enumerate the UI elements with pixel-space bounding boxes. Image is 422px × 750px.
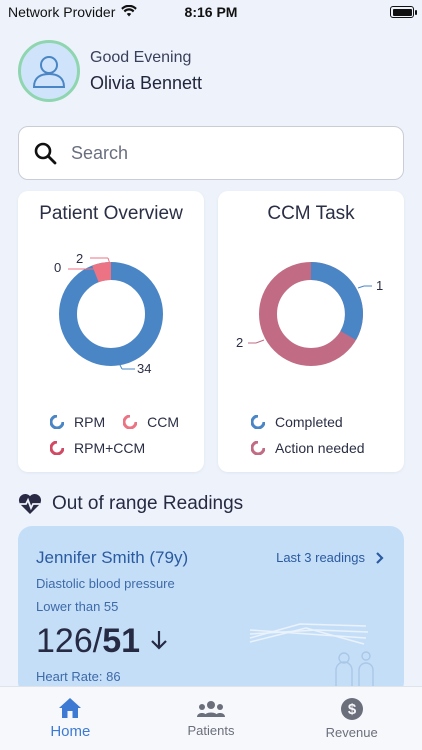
search-input[interactable]: Search: [18, 126, 404, 180]
rpm-ccm-legend-icon: [50, 441, 64, 455]
bottom-tab-bar: Home Patients $ Revenue: [0, 686, 422, 750]
search-icon: [34, 142, 57, 165]
ccm-task-donut: 1 2: [236, 262, 383, 366]
avatar[interactable]: [18, 40, 80, 102]
patients-icon: [197, 701, 225, 717]
arrow-down-icon: [151, 631, 167, 650]
patient-overview-card[interactable]: Patient Overview 2 0 34 RPM CCM RPM+CC: [18, 191, 204, 472]
rpm-legend-icon: [50, 415, 64, 429]
search-placeholder: Search: [71, 142, 129, 163]
battery-icon: [390, 6, 417, 18]
legend-rpm-ccm[interactable]: RPM+CCM: [50, 440, 145, 456]
tab-patients-label: Patients: [187, 723, 235, 738]
status-time: 8:16 PM: [184, 4, 238, 20]
home-icon: [59, 698, 82, 718]
patient-overview-title: Patient Overview: [39, 203, 183, 224]
legend-rpm[interactable]: RPM: [50, 414, 105, 430]
patient-overview-donut: 2 0 34: [54, 251, 163, 376]
svg-text:$: $: [348, 701, 357, 718]
donut-label-rpm: 34: [137, 361, 151, 376]
metric-name: Diastolic blood pressure: [36, 576, 175, 591]
legend-action-needed-label: Action needed: [275, 440, 365, 456]
tab-revenue-label: Revenue: [325, 725, 378, 740]
user-profile[interactable]: Good Evening Olivia Bennett: [18, 40, 202, 102]
heart-rate-text: Heart Rate: 86: [36, 669, 121, 684]
dollar-icon: $: [340, 698, 363, 720]
chevron-right-icon: [376, 551, 384, 564]
threshold-text: Lower than 55: [36, 599, 119, 614]
legend-rpm-ccm-label: RPM+CCM: [74, 440, 146, 456]
action-needed-legend-icon: [251, 441, 265, 455]
last-readings-label: Last 3 readings: [276, 550, 365, 565]
last-readings-link[interactable]: Last 3 readings: [276, 550, 384, 565]
donut-label-completed: 1: [376, 278, 383, 293]
decorative-illustration: [249, 623, 374, 686]
reading-card[interactable]: Jennifer Smith (79y) Last 3 readings Dia…: [18, 526, 404, 696]
greeting-text: Good Evening: [90, 48, 192, 66]
ccm-task-title: CCM Task: [267, 203, 355, 224]
user-name: Olivia Bennett: [90, 72, 203, 93]
tab-revenue[interactable]: $ Revenue: [281, 687, 422, 750]
legend-completed[interactable]: Completed: [251, 414, 343, 430]
legend-ccm-label: CCM: [147, 414, 180, 430]
donut-segment-completed: [310, 262, 363, 340]
status-bar: Network Provider 8:16 PM: [0, 0, 422, 24]
legend-action-needed[interactable]: Action needed: [251, 440, 365, 456]
systolic-value: 126/: [36, 622, 103, 660]
legend-ccm[interactable]: CCM: [123, 414, 179, 430]
completed-legend-icon: [251, 415, 265, 429]
donut-segment-ccm: [92, 261, 112, 283]
tab-patients[interactable]: Patients: [141, 687, 282, 750]
out-of-range-header: Out of range Readings: [18, 493, 243, 515]
legend-completed-label: Completed: [275, 414, 343, 430]
patient-name[interactable]: Jennifer Smith (79y): [36, 548, 189, 567]
ccm-task-card[interactable]: CCM Task 1 2 Completed Action needed: [218, 191, 404, 472]
carrier-label: Network Provider: [8, 4, 116, 20]
tab-home-label: Home: [50, 723, 91, 740]
blood-pressure-reading: 126/ 51: [36, 622, 170, 661]
user-icon: [32, 56, 66, 88]
wifi-icon: [121, 4, 138, 20]
donut-label-rpm-ccm: 0: [54, 260, 61, 275]
ccm-legend-icon: [123, 415, 138, 429]
section-title: Out of range Readings: [52, 493, 244, 514]
legend-rpm-label: RPM: [74, 414, 106, 430]
diastolic-value: 51: [102, 622, 141, 660]
donut-label-ccm: 2: [76, 251, 83, 266]
donut-label-action-needed: 2: [236, 335, 243, 350]
tab-home[interactable]: Home: [0, 687, 141, 750]
heart-pulse-icon: [18, 494, 42, 514]
